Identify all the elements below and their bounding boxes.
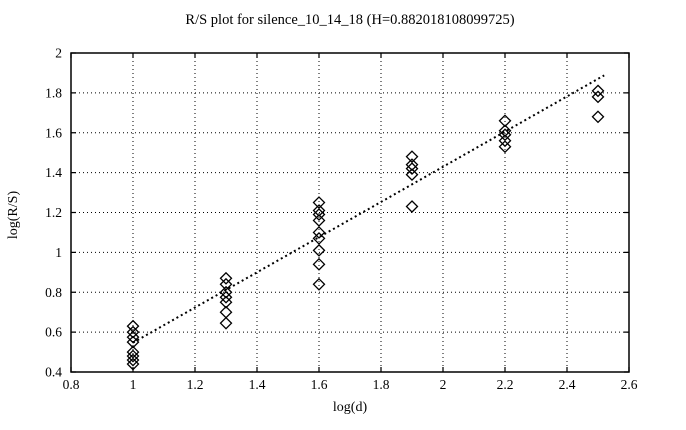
data-point-diamond	[219, 316, 233, 330]
x-tick-label: 1.8	[373, 377, 390, 392]
data-point-diamond	[498, 140, 512, 154]
y-axis-label: log(R/S)	[6, 190, 21, 240]
data-point-diamond	[405, 200, 419, 213]
data-point-diamond	[498, 134, 512, 148]
y-tick-label: 1	[55, 245, 62, 260]
data-point-diamond	[312, 226, 326, 239]
x-tick-label: 0.8	[63, 377, 80, 392]
data-point-diamond	[126, 345, 140, 359]
data-point-diamond	[405, 168, 419, 182]
x-tick-label: 2.4	[559, 377, 576, 392]
y-tick-label: 1.4	[45, 165, 62, 180]
data-point-diamond	[219, 271, 233, 285]
x-axis-label: log(d)	[332, 400, 368, 415]
chart-title: R/S plot for silence_10_14_18 (H=0.88201…	[185, 12, 515, 28]
data-point-diamond	[312, 208, 326, 221]
x-tick-label: 1	[130, 377, 137, 392]
x-tick-label: 1.6	[311, 377, 328, 392]
data-point-diamond	[591, 90, 605, 104]
data-point-diamond	[312, 204, 326, 217]
data-point-diamond	[405, 158, 419, 172]
hurst-fit-line	[132, 74, 605, 344]
x-tick-label: 2.2	[497, 377, 514, 392]
y-tick-label: 1.2	[45, 205, 62, 220]
x-tick-label: 2	[440, 377, 447, 392]
y-tick-label: 0.6	[45, 325, 62, 340]
data-point-diamond	[312, 196, 326, 209]
x-tick-label: 1.2	[187, 377, 204, 392]
plot-border	[70, 52, 630, 373]
data-point-diamond	[312, 214, 326, 227]
y-tick-label: 0.8	[45, 285, 62, 300]
data-point-diamond	[126, 349, 140, 363]
data-point-diamond	[219, 277, 233, 291]
data-point-diamond	[591, 84, 605, 98]
data-point-diamond	[498, 114, 512, 128]
data-point-diamond	[312, 257, 326, 271]
y-tick-label: 1.8	[45, 85, 62, 100]
data-point-diamond	[126, 353, 140, 367]
data-point-diamond	[219, 295, 233, 309]
data-point-diamond	[219, 285, 233, 299]
data-point-diamond	[126, 357, 140, 371]
data-point-diamond	[498, 128, 512, 142]
data-point-diamond	[591, 110, 605, 124]
data-point-diamond	[312, 231, 326, 245]
data-point-diamond	[405, 150, 419, 164]
data-point-diamond	[312, 243, 326, 257]
data-point-diamond	[312, 277, 326, 291]
y-tick-label: 2	[55, 46, 62, 61]
data-point-diamond	[405, 162, 419, 176]
y-tick-label: 0.4	[45, 365, 62, 380]
y-tick-label: 1.6	[45, 125, 62, 140]
x-tick-label: 1.4	[249, 377, 266, 392]
data-point-diamond	[126, 335, 140, 349]
x-tick-label: 2.6	[621, 377, 638, 392]
data-point-diamond	[126, 325, 140, 339]
data-point-diamond	[219, 290, 233, 304]
data-point-diamond	[498, 124, 512, 138]
